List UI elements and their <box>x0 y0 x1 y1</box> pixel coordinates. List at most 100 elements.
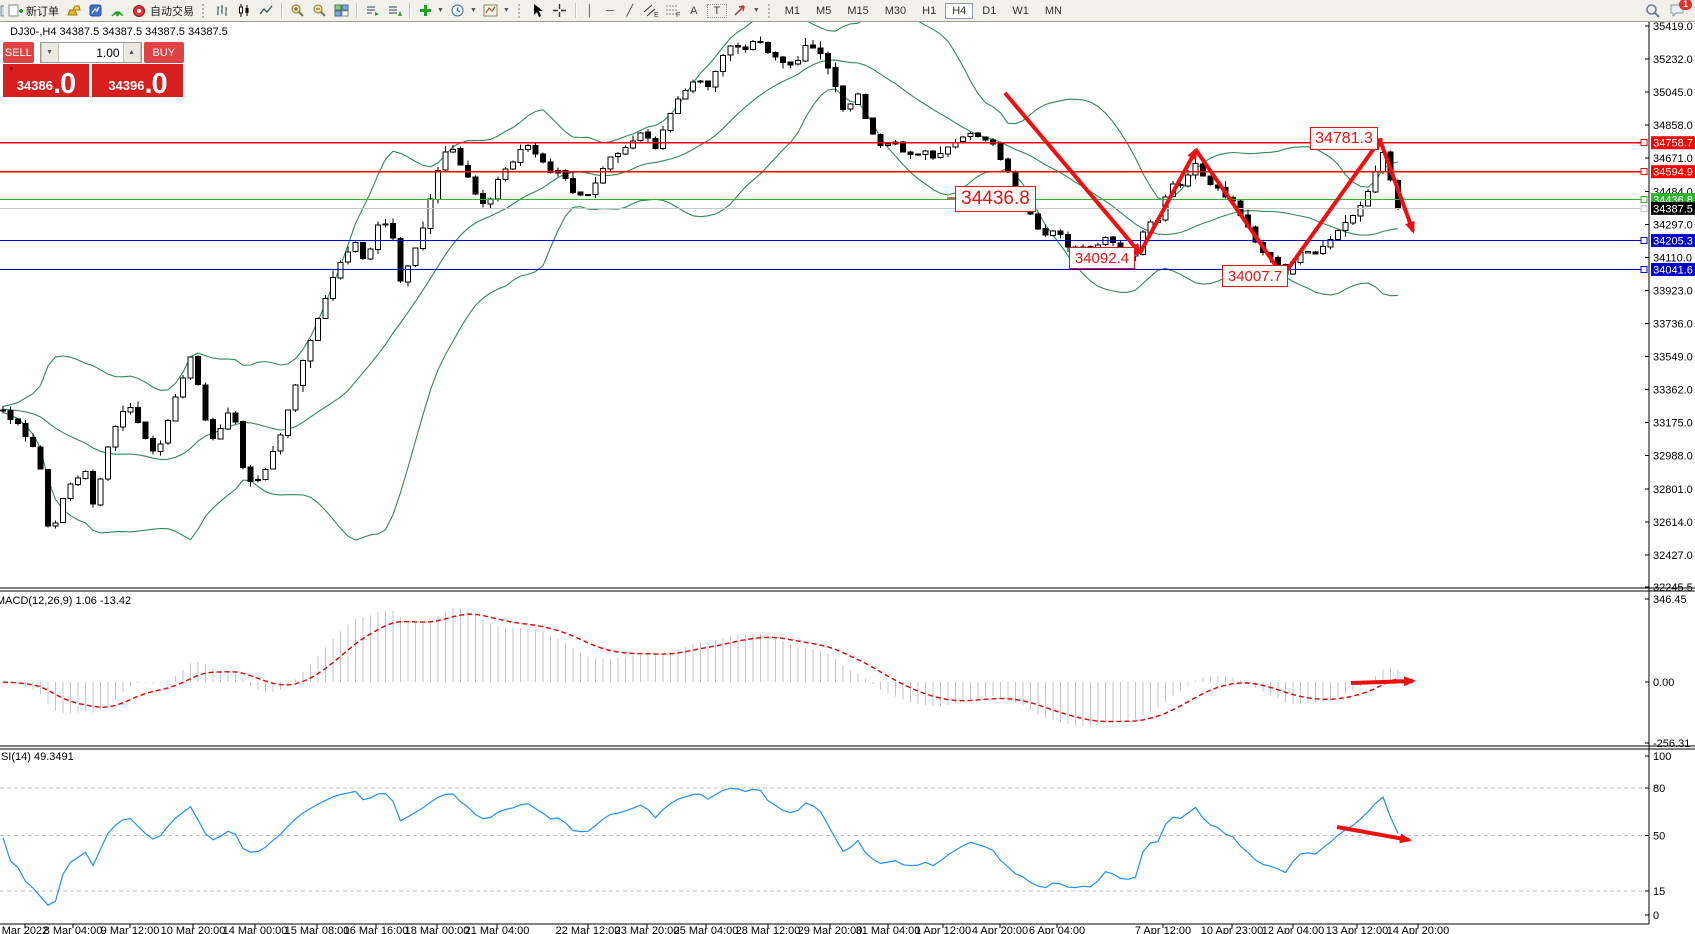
new-order-button[interactable]: 新订单 <box>4 2 62 20</box>
timeframe-m5[interactable]: M5 <box>816 4 832 17</box>
report-button[interactable] <box>84 2 106 19</box>
svg-text:14 Apr 20:00: 14 Apr 20:00 <box>1387 925 1449 934</box>
toolbar-separator <box>409 3 410 18</box>
label-icon: T <box>706 3 727 18</box>
volume-increase-button[interactable]: ▲ <box>122 43 141 62</box>
volume-decrease-button[interactable]: ▼ <box>40 43 59 62</box>
price-callout[interactable]: 34092.4 <box>1069 247 1135 269</box>
zoom-in-icon <box>289 3 305 18</box>
toolbar-grip[interactable] <box>517 3 524 18</box>
template-button[interactable]: ▼ <box>480 2 513 19</box>
period-button[interactable]: ▼ <box>447 2 480 19</box>
text-button[interactable]: A <box>684 4 704 18</box>
new-order-label: 新订单 <box>26 5 59 18</box>
signal-icon <box>109 3 125 18</box>
fibonacci-button[interactable]: F <box>662 2 684 19</box>
svg-text:7 Apr 12:00: 7 Apr 12:00 <box>1135 925 1191 934</box>
tile-windows-icon <box>333 3 349 18</box>
svg-text:34297.0: 34297.0 <box>1653 219 1693 231</box>
candles <box>0 36 1401 529</box>
timeframe-h4[interactable]: H4 <box>945 2 974 19</box>
line-chart-button[interactable] <box>255 2 277 19</box>
zoom-out-button[interactable] <box>308 2 330 19</box>
tile-windows-button[interactable] <box>330 2 352 19</box>
sell-price-display[interactable]: ▼ 34386 .0 <box>3 64 89 99</box>
timeframe-w1[interactable]: W1 <box>1012 4 1029 17</box>
gold-bars-icon <box>65 3 81 18</box>
template-icon <box>483 3 499 18</box>
svg-text:34858.0: 34858.0 <box>1653 120 1693 132</box>
new-order-icon <box>7 3 23 18</box>
sell-button[interactable]: SELL <box>3 42 34 63</box>
svg-text:34205.3: 34205.3 <box>1653 236 1693 248</box>
svg-text:34041.6: 34041.6 <box>1653 264 1693 276</box>
svg-text:33175.0: 33175.0 <box>1653 418 1693 430</box>
channel-button[interactable]: E <box>640 2 662 19</box>
vertical-line-button[interactable]: │ <box>580 4 600 18</box>
chat-icon[interactable]: 1 <box>1669 0 1692 18</box>
svg-text:35045.0: 35045.0 <box>1653 87 1693 99</box>
chevron-down-icon: ▼ <box>752 7 760 14</box>
timeframe-m1[interactable]: M1 <box>784 4 801 17</box>
toolbar-grip[interactable] <box>767 3 774 18</box>
level-lines: 34758.7 34594.9 34436.8 34387.5 34205.3 34041… <box>0 136 1695 276</box>
svg-text:33549.0: 33549.0 <box>1653 352 1693 364</box>
label-button[interactable]: T <box>704 3 730 19</box>
bar-chart-button[interactable] <box>211 2 233 19</box>
timeframe-m30[interactable]: M30 <box>884 4 907 17</box>
svg-text:15: 15 <box>1653 886 1665 898</box>
zoom-in-button[interactable] <box>286 2 308 19</box>
svg-text:34387.5: 34387.5 <box>1653 203 1693 215</box>
timeframe-mn[interactable]: MN <box>1044 4 1062 17</box>
price-callout[interactable]: 34781.3 <box>1310 127 1378 150</box>
cursor-button[interactable] <box>527 2 549 19</box>
volume-input[interactable] <box>58 43 123 62</box>
toolbar-separator <box>574 3 576 18</box>
price-axis: 35419.035232.035045.034858.034671.034484… <box>1645 21 1693 594</box>
candlestick-chart-button[interactable] <box>233 2 255 19</box>
svg-text:23 Mar 20:00: 23 Mar 20:00 <box>615 925 680 934</box>
horizontal-line-icon: ─ <box>605 4 614 17</box>
svg-text:13 Apr 12:00: 13 Apr 12:00 <box>1326 925 1388 934</box>
svg-text:15 Mar 08:00: 15 Mar 08:00 <box>285 925 350 934</box>
timeframe-d1[interactable]: D1 <box>982 4 997 17</box>
arrange-button[interactable] <box>361 2 383 19</box>
buy-price-display[interactable]: 34396 .0 <box>92 64 183 99</box>
search-icon[interactable] <box>1645 3 1661 18</box>
buy-button[interactable]: BUY <box>143 42 184 63</box>
add-indicator-button[interactable]: ▼ <box>414 2 447 19</box>
svg-text:16 Mar 16:00: 16 Mar 16:00 <box>344 925 409 934</box>
arrow-object-icon <box>733 3 749 18</box>
toolbar-separator <box>281 3 282 18</box>
bollinger-bands <box>2 9 1399 541</box>
svg-text:E: E <box>654 12 659 18</box>
svg-text:35232.0: 35232.0 <box>1653 54 1693 66</box>
timeframe-m15[interactable]: M15 <box>847 4 869 17</box>
snap-button[interactable] <box>383 2 405 19</box>
horizontal-line-button[interactable]: ─ <box>600 4 620 18</box>
svg-text:0: 0 <box>1653 910 1659 922</box>
svg-text:21 Mar 04:00: 21 Mar 04:00 <box>465 925 530 934</box>
buy-price-main: 34396 <box>108 78 145 93</box>
svg-text:29 Mar 20:00: 29 Mar 20:00 <box>798 925 863 934</box>
price-callout[interactable]: 34436.8 <box>955 186 1036 212</box>
rsi-indicator-label: RSI(14) 49.3491 <box>0 751 74 763</box>
svg-text:32988.0: 32988.0 <box>1653 451 1693 463</box>
chart-canvas: 35419.035232.035045.034858.034671.034484… <box>0 9 1695 934</box>
signal-button[interactable] <box>106 2 128 19</box>
arrows-button[interactable]: ▼ <box>730 2 763 19</box>
toolbar-grip[interactable] <box>202 3 208 18</box>
cursor-icon <box>530 3 546 18</box>
price-callout[interactable]: 34007.7 <box>1222 265 1288 287</box>
gold-button[interactable] <box>62 2 84 19</box>
svg-text:80: 80 <box>1653 783 1665 795</box>
svg-text:32801.0: 32801.0 <box>1653 484 1693 496</box>
report-icon <box>87 3 103 18</box>
chart-area[interactable]: 35419.0 35232.0 35045.0 34858.0 34671.0 34484… <box>0 9 1695 934</box>
trendline-button[interactable]: ╱ <box>620 3 640 18</box>
timeframe-h1[interactable]: H1 <box>922 4 937 17</box>
auto-trading-button[interactable]: 自动交易 <box>128 2 197 20</box>
crosshair-button[interactable] <box>549 2 571 19</box>
